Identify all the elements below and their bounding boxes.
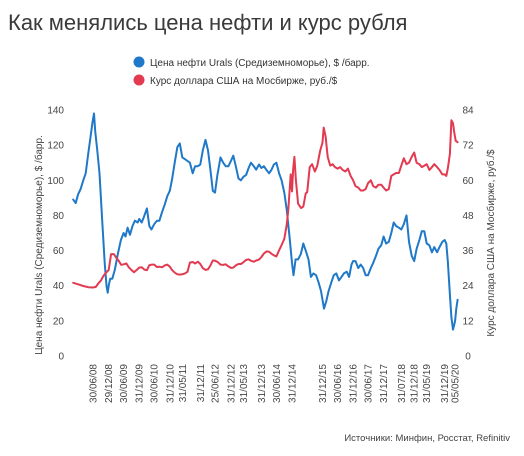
legend-marker-oil — [133, 56, 145, 68]
x-tick-label: 30/06/08 — [89, 364, 100, 403]
x-tick-label: 31/05/19 — [422, 364, 433, 403]
series-lines — [72, 112, 459, 331]
x-tick-label: 31/12/10 — [165, 364, 176, 403]
y-right-tick-label: 48 — [462, 211, 474, 222]
usd-rate-line — [72, 119, 459, 289]
y-axis-left-ticks: 0 20 40 60 80 100 120 140 — [47, 106, 64, 363]
x-tick-label: 25/06/12 — [211, 364, 222, 403]
source-note: Источники: Минфин, Росстат, Refinitiv — [344, 433, 510, 444]
x-tick-label: 31/12/12 — [226, 364, 237, 403]
y-right-tick-label: 72 — [462, 141, 474, 152]
y-right-tick-label: 24 — [462, 281, 474, 292]
y-right-tick-label: 0 — [465, 352, 471, 363]
x-tick-label: 31/12/19 — [440, 364, 451, 403]
x-tick-label: 31/05/11 — [178, 364, 189, 403]
y-axis-right-ticks: 0 12 24 36 48 60 72 84 — [462, 106, 474, 363]
x-tick-label: 05/05/20 — [451, 364, 462, 403]
y-right-tick-label: 36 — [462, 246, 474, 257]
x-tick-label: 31/12/14 — [288, 364, 299, 403]
y-left-tick-label: 60 — [53, 246, 65, 257]
x-axis-ticks: 30/06/08 29/12/08 30/06/09 31/12/09 30/06/10… — [89, 364, 462, 403]
x-tick-label: 31/12/11 — [196, 364, 207, 403]
y-right-tick-label: 60 — [462, 176, 474, 187]
y-left-tick-label: 40 — [53, 281, 65, 292]
y-right-tick-label: 84 — [462, 106, 474, 117]
oil-price-line — [72, 112, 459, 331]
y-left-tick-label: 140 — [47, 106, 64, 117]
x-tick-label: 31/12/09 — [135, 364, 146, 403]
legend-marker-usd — [133, 74, 145, 86]
x-tick-label: 30/06/09 — [119, 364, 130, 403]
x-tick-label: 29/12/08 — [104, 364, 115, 403]
y-left-tick-label: 0 — [58, 352, 64, 363]
y-left-tick-label: 120 — [47, 141, 64, 152]
y-axis-left-label: Цена нефти Urals (Средиземноморье), $ /б… — [33, 135, 45, 355]
x-tick-label: 31/12/17 — [379, 364, 390, 403]
y-left-tick-label: 80 — [53, 211, 65, 222]
x-tick-label: 31/12/16 — [349, 364, 360, 403]
y-axis-right-label: Курс доллара США на Мосбирже, руб./$ — [485, 149, 497, 337]
x-tick-label: 30/06/14 — [272, 364, 283, 403]
x-tick-label: 31/05/13 — [239, 364, 250, 403]
legend-label-usd: Курс доллара США на Мосбирже, руб./$ — [150, 75, 338, 87]
chart-title: Как менялись цена нефти и курс рубля — [8, 10, 407, 35]
y-right-tick-label: 12 — [462, 316, 474, 327]
x-tick-label: 30/06/17 — [364, 364, 375, 403]
x-tick-label: 30/06/10 — [150, 364, 161, 403]
legend: Цена нефти Urals (Средиземноморье), $ /б… — [133, 56, 370, 87]
y-left-tick-label: 20 — [53, 316, 65, 327]
x-tick-label: 31/12/13 — [257, 364, 268, 403]
legend-label-oil: Цена нефти Urals (Средиземноморье), $ /б… — [150, 57, 370, 69]
y-left-tick-label: 100 — [47, 176, 64, 187]
x-tick-label: 30/06/16 — [333, 364, 344, 403]
x-tick-label: 31/12/15 — [318, 364, 329, 403]
x-tick-label: 31/07/18 — [397, 364, 408, 403]
x-tick-label: 31/12/18 — [410, 364, 421, 403]
